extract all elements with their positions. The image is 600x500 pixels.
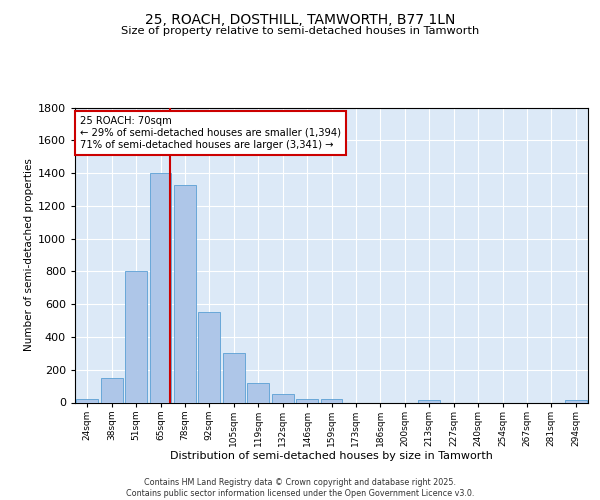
Bar — [223, 354, 245, 403]
Y-axis label: Number of semi-detached properties: Number of semi-detached properties — [23, 158, 34, 352]
Text: Size of property relative to semi-detached houses in Tamworth: Size of property relative to semi-detach… — [121, 26, 479, 36]
Bar — [149, 173, 172, 402]
Bar — [76, 399, 98, 402]
Bar — [247, 383, 269, 402]
Text: 25 ROACH: 70sqm
← 29% of semi-detached houses are smaller (1,394)
71% of semi-de: 25 ROACH: 70sqm ← 29% of semi-detached h… — [80, 116, 341, 150]
Text: 25, ROACH, DOSTHILL, TAMWORTH, B77 1LN: 25, ROACH, DOSTHILL, TAMWORTH, B77 1LN — [145, 12, 455, 26]
Bar — [125, 272, 147, 402]
X-axis label: Distribution of semi-detached houses by size in Tamworth: Distribution of semi-detached houses by … — [170, 452, 493, 462]
Bar — [296, 399, 318, 402]
Bar — [174, 184, 196, 402]
Bar — [272, 394, 293, 402]
Bar — [101, 378, 122, 402]
Bar — [320, 399, 343, 402]
Bar — [199, 312, 220, 402]
Text: Contains HM Land Registry data © Crown copyright and database right 2025.
Contai: Contains HM Land Registry data © Crown c… — [126, 478, 474, 498]
Bar — [418, 400, 440, 402]
Bar — [565, 400, 587, 402]
